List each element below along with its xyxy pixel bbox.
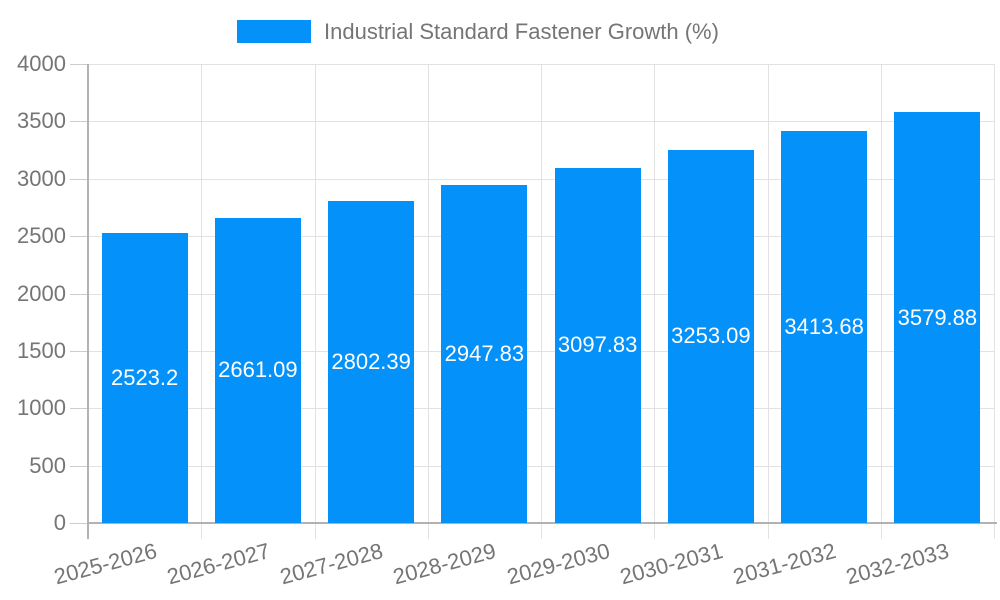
y-tick-mark (70, 465, 88, 467)
bar-value-label: 2947.83 (444, 340, 525, 366)
y-axis-line (87, 64, 89, 539)
x-axis-label: 2027-2028 (277, 538, 386, 590)
y-tick-mark (70, 178, 88, 180)
bar-2026-2027[interactable] (214, 217, 301, 523)
x-axis-line (88, 522, 997, 524)
v-gridline (880, 64, 882, 539)
v-gridline (541, 64, 542, 539)
x-axis-label: 2031-2032 (730, 538, 839, 590)
x-axis-label: 2032-2033 (843, 538, 952, 590)
x-axis-label: 2028-2029 (390, 538, 499, 590)
y-axis-tick-label: 500 (29, 452, 66, 478)
bar-2031-2032[interactable] (781, 131, 868, 523)
x-axis-label: 2029-2030 (503, 538, 613, 590)
bar-value-label: 3413.68 (784, 314, 864, 340)
bar-value-label: 3253.09 (671, 323, 751, 349)
y-tick-mark (70, 64, 88, 65)
y-tick-mark (70, 121, 88, 123)
bar-value-label: 3097.83 (557, 332, 638, 358)
y-tick-mark (70, 523, 88, 524)
legend: Industrial Standard Fastener Growth (%) (0, 0, 1000, 50)
v-gridline (314, 64, 316, 539)
bar-2029-2030[interactable] (554, 167, 641, 523)
x-axis-label: 2026-2027 (164, 538, 273, 590)
bar-2032-2033[interactable] (894, 112, 981, 523)
y-tick-mark (70, 236, 88, 238)
v-gridline (994, 64, 995, 539)
bar-value-label: 2802.39 (331, 349, 411, 375)
v-gridline (201, 64, 203, 539)
x-axis-label: 2025-2026 (50, 538, 160, 590)
y-axis-tick-label: 1000 (17, 395, 66, 421)
y-tick-mark (70, 350, 88, 352)
v-gridline (654, 64, 656, 539)
y-axis-tick-label: 4000 (17, 51, 66, 76)
v-gridline (767, 64, 769, 539)
v-gridline (427, 64, 429, 539)
y-axis-tick-label: 1500 (17, 337, 66, 363)
y-axis-tick-label: 2500 (17, 223, 66, 249)
bar-value-label: 3579.88 (897, 304, 978, 330)
bar-value-label: 2523.2 (110, 365, 179, 391)
bar-2025-2026[interactable] (101, 233, 188, 523)
y-tick-mark (70, 293, 88, 295)
legend-swatch (237, 20, 311, 43)
x-axis-label: 2030-2031 (617, 538, 726, 590)
bar-2028-2029[interactable] (441, 184, 528, 523)
bar-value-label: 2661.09 (218, 357, 298, 383)
y-axis-tick-label: 3000 (17, 165, 66, 191)
y-axis-tick-label: 2000 (17, 280, 66, 306)
legend-label: Industrial Standard Fastener Growth (%) (324, 19, 719, 44)
y-tick-mark (70, 408, 88, 410)
bar-2030-2031[interactable] (667, 149, 754, 523)
y-axis-tick-label: 0 (53, 510, 66, 535)
bar-2027-2028[interactable] (328, 201, 415, 523)
y-axis-tick-label: 3500 (17, 108, 66, 134)
